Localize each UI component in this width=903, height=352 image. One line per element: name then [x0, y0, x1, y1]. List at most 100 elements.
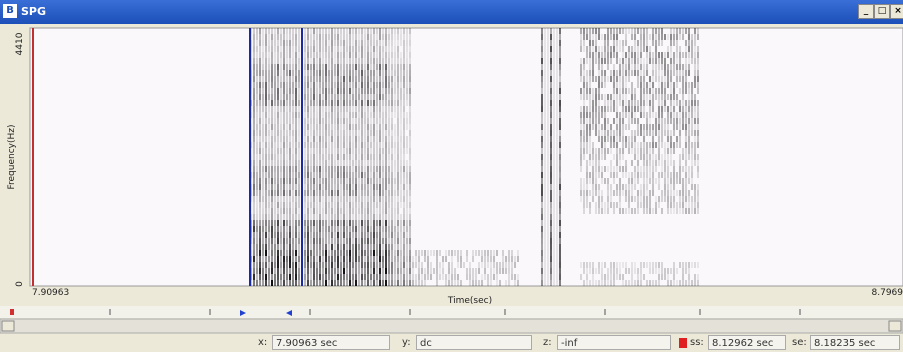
spectrogram-cell [691, 82, 693, 88]
scrollbar[interactable] [0, 319, 903, 333]
spectrogram-cell [679, 172, 681, 178]
spectrogram-cell [421, 280, 423, 286]
spectrogram-cell [271, 172, 273, 178]
spectrogram-cell [367, 268, 369, 274]
spectrogram-cell [364, 148, 366, 154]
spectrogram-cell [313, 232, 315, 238]
spectrogram-cell [409, 52, 411, 58]
spectrogram-cell [391, 208, 393, 214]
spectrogram-cell [403, 94, 405, 100]
spectrogram-cell [367, 202, 369, 208]
spectrogram-cell [679, 34, 681, 40]
spectrogram-cell [370, 76, 372, 82]
spectrogram-cell [298, 40, 300, 46]
spectrogram-cell [403, 172, 405, 178]
spectrogram-cell [292, 190, 294, 196]
spectrogram-cell [439, 268, 441, 274]
spectrogram-cell [547, 262, 549, 268]
spectrogram-cell [382, 148, 384, 154]
spectrogram-cell [358, 52, 360, 58]
spectrogram-cell [364, 88, 366, 94]
spectrogram-cell [394, 214, 396, 220]
spectrogram-cell [361, 154, 363, 160]
spectrogram-cell [310, 28, 312, 34]
spectrogram-cell [316, 124, 318, 130]
spectrogram-cell [691, 160, 693, 166]
spectrogram-cell [352, 40, 354, 46]
spectrogram-cell [619, 178, 621, 184]
spectrogram-cell [514, 256, 516, 262]
spectrogram-cell [646, 34, 648, 40]
spectrogram-cell [553, 256, 555, 262]
spectrogram-cell [256, 268, 258, 274]
spectrogram-cell [370, 94, 372, 100]
spectrogram-cell [652, 76, 654, 82]
spectrogram-cell [589, 112, 591, 118]
spectrogram-cell [370, 214, 372, 220]
spectrogram-cell [634, 136, 636, 142]
spectrogram-cell [286, 64, 288, 70]
spectrogram-cell [289, 34, 291, 40]
spectrogram-cell [580, 148, 582, 154]
spectrogram-cell [403, 130, 405, 136]
spectrogram-cell [670, 154, 672, 160]
close-button[interactable]: × [890, 4, 903, 19]
spectrogram-cell [283, 58, 285, 64]
spectrogram-cell [673, 112, 675, 118]
spectrogram-cell [346, 94, 348, 100]
spectrogram-cell [382, 226, 384, 232]
plot-area[interactable] [30, 28, 903, 286]
spectrogram-cell [691, 34, 693, 40]
minimize-button[interactable]: _ [858, 4, 874, 19]
spectrogram-cell [697, 64, 699, 70]
spectrogram-cell [628, 172, 630, 178]
spectrogram-cell [262, 82, 264, 88]
spectrogram-cell [676, 208, 678, 214]
spectrogram-cell [658, 130, 660, 136]
spectrogram-cell [325, 136, 327, 142]
spectrogram-cell [382, 190, 384, 196]
spectrogram-cell [382, 274, 384, 280]
timeline[interactable] [0, 306, 903, 318]
maximize-button[interactable]: □ [874, 4, 890, 19]
spectrogram-cell [658, 172, 660, 178]
spectrogram-cell [253, 160, 255, 166]
spectrogram-cell [508, 274, 510, 280]
spectrogram-cell [604, 154, 606, 160]
spectrogram-cell [307, 166, 309, 172]
spectrogram-cell [367, 208, 369, 214]
spectrogram-cell [670, 184, 672, 190]
spectrogram-cell [373, 118, 375, 124]
spectrogram-cell [541, 106, 543, 112]
spectrogram-cell [595, 94, 597, 100]
spectrogram-cell [586, 196, 588, 202]
spectrogram-cell [625, 82, 627, 88]
spectrogram-cell [292, 106, 294, 112]
spectrogram-cell [328, 274, 330, 280]
spectrogram-cell [406, 34, 408, 40]
spectrogram-cell [337, 136, 339, 142]
spectrogram-cell [679, 160, 681, 166]
spectrogram-cell [319, 28, 321, 34]
spectrogram-cell [319, 172, 321, 178]
spectrogram-cell [283, 256, 285, 262]
spectrogram-cell [391, 202, 393, 208]
spectrogram-cell [391, 64, 393, 70]
spectrogram-cell [253, 106, 255, 112]
spectrogram-cell [604, 208, 606, 214]
scroll-left[interactable] [2, 321, 14, 331]
spectrogram-cell [361, 196, 363, 202]
spectrogram-cell [319, 64, 321, 70]
scroll-right[interactable] [889, 321, 901, 331]
spectrogram-cell [667, 190, 669, 196]
spectrogram-cell [319, 238, 321, 244]
spectrogram-cell [541, 196, 543, 202]
spectrogram-cell [586, 76, 588, 82]
spectrogram-cell [346, 112, 348, 118]
spectrogram-cell [295, 118, 297, 124]
spectrogram-cell [631, 280, 633, 286]
spectrogram-cell [628, 58, 630, 64]
spectrogram-cell [649, 178, 651, 184]
spectrogram-cell [598, 172, 600, 178]
spectrogram-cell [547, 142, 549, 148]
